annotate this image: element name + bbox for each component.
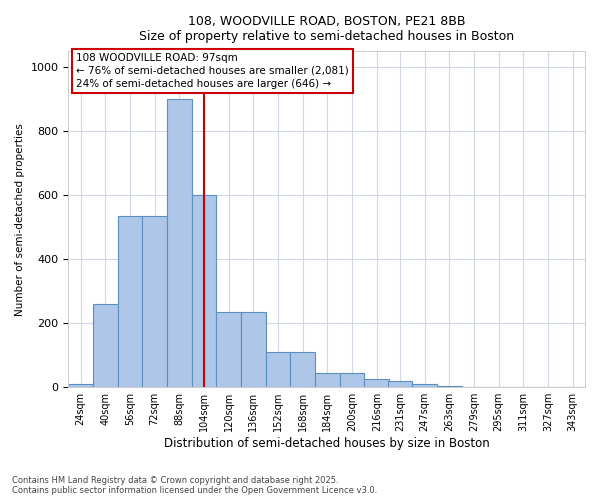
Bar — [315, 373, 340, 387]
Bar — [191, 195, 217, 387]
Bar — [364, 379, 389, 387]
Text: Contains HM Land Registry data © Crown copyright and database right 2025.
Contai: Contains HM Land Registry data © Crown c… — [12, 476, 377, 495]
Bar — [241, 312, 266, 387]
Title: 108, WOODVILLE ROAD, BOSTON, PE21 8BB
Size of property relative to semi-detached: 108, WOODVILLE ROAD, BOSTON, PE21 8BB Si… — [139, 15, 514, 43]
Y-axis label: Number of semi-detached properties: Number of semi-detached properties — [15, 122, 25, 316]
Bar — [93, 304, 118, 387]
Bar — [266, 352, 290, 387]
Bar — [388, 381, 412, 387]
Bar — [437, 386, 461, 387]
Bar — [290, 352, 315, 387]
Text: 108 WOODVILLE ROAD: 97sqm
← 76% of semi-detached houses are smaller (2,081)
24% : 108 WOODVILLE ROAD: 97sqm ← 76% of semi-… — [76, 53, 349, 89]
Bar — [461, 386, 486, 387]
Bar — [340, 373, 364, 387]
Bar — [217, 312, 241, 387]
Bar — [68, 384, 93, 387]
Bar — [167, 99, 191, 387]
Bar — [412, 384, 437, 387]
X-axis label: Distribution of semi-detached houses by size in Boston: Distribution of semi-detached houses by … — [164, 437, 490, 450]
Bar — [118, 216, 142, 387]
Bar — [142, 216, 167, 387]
